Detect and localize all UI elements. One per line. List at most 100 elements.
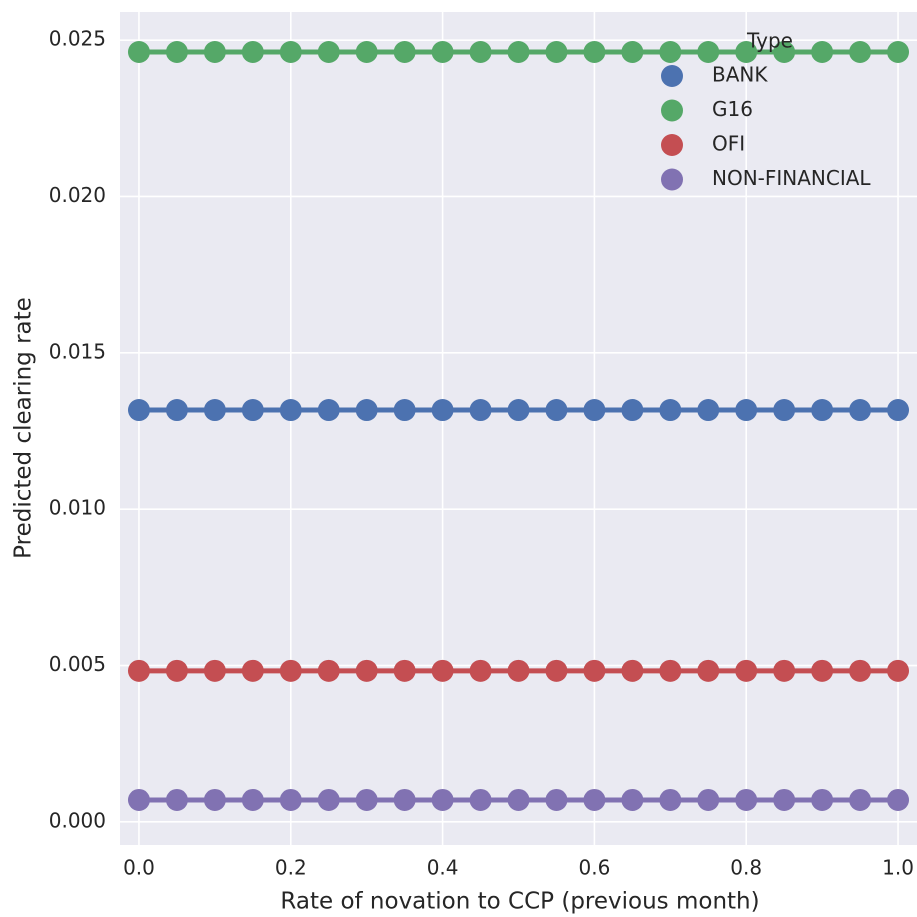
point xyxy=(393,41,416,64)
point xyxy=(431,41,454,64)
point xyxy=(127,788,150,811)
point xyxy=(849,659,872,682)
point xyxy=(431,788,454,811)
point xyxy=(127,41,150,64)
point xyxy=(583,41,606,64)
point xyxy=(621,659,644,682)
point xyxy=(697,788,720,811)
point xyxy=(659,399,682,422)
point xyxy=(887,659,910,682)
legend-label: OFI xyxy=(712,132,745,156)
point xyxy=(849,788,872,811)
legend-label: G16 xyxy=(712,97,753,121)
point xyxy=(393,659,416,682)
point xyxy=(849,41,872,64)
point xyxy=(659,659,682,682)
point xyxy=(583,659,606,682)
y-tick-label: 0.025 xyxy=(49,27,106,51)
point xyxy=(697,41,720,64)
point xyxy=(317,399,340,422)
legend-marker xyxy=(661,134,683,156)
point xyxy=(583,788,606,811)
y-tick-label: 0.020 xyxy=(49,183,106,207)
y-axis-label: Predicted clearing rate xyxy=(11,297,37,559)
point xyxy=(621,788,644,811)
point xyxy=(545,659,568,682)
point xyxy=(811,41,834,64)
point xyxy=(507,659,530,682)
point xyxy=(241,659,264,682)
point xyxy=(127,659,150,682)
point xyxy=(241,41,264,64)
y-tick-label: 0.010 xyxy=(49,496,106,520)
point xyxy=(355,399,378,422)
point xyxy=(735,399,758,422)
point xyxy=(507,399,530,422)
point xyxy=(355,659,378,682)
point xyxy=(241,399,264,422)
point xyxy=(773,399,796,422)
point xyxy=(355,788,378,811)
point xyxy=(279,788,302,811)
point xyxy=(165,788,188,811)
point xyxy=(659,41,682,64)
point xyxy=(773,41,796,64)
point xyxy=(469,399,492,422)
point xyxy=(279,659,302,682)
point xyxy=(355,41,378,64)
y-tick-label: 0.015 xyxy=(49,339,106,363)
point xyxy=(545,399,568,422)
point xyxy=(317,788,340,811)
point xyxy=(431,399,454,422)
point xyxy=(241,788,264,811)
point xyxy=(773,788,796,811)
point xyxy=(811,399,834,422)
point xyxy=(393,399,416,422)
point xyxy=(621,399,644,422)
point xyxy=(697,399,720,422)
point xyxy=(545,41,568,64)
point xyxy=(735,788,758,811)
point xyxy=(469,659,492,682)
point xyxy=(507,41,530,64)
x-tick-label: 0.6 xyxy=(578,856,610,880)
legend-marker xyxy=(661,168,683,191)
point xyxy=(431,659,454,682)
point xyxy=(545,788,568,811)
x-tick-label: 0.2 xyxy=(275,856,307,880)
point xyxy=(887,41,910,64)
point xyxy=(469,788,492,811)
point xyxy=(393,788,416,811)
point xyxy=(735,659,758,682)
legend-title: Type xyxy=(746,29,793,53)
point xyxy=(165,659,188,682)
point xyxy=(697,659,720,682)
y-tick-label: 0.005 xyxy=(49,652,106,676)
point xyxy=(621,41,644,64)
point xyxy=(849,399,872,422)
point xyxy=(735,41,758,64)
point xyxy=(507,788,530,811)
point xyxy=(203,41,226,64)
y-tick-label: 0.000 xyxy=(49,808,106,832)
legend-label: NON-FINANCIAL xyxy=(712,166,871,190)
point xyxy=(659,788,682,811)
x-tick-label: 0.0 xyxy=(123,856,155,880)
x-tick-label: 0.8 xyxy=(730,856,762,880)
point xyxy=(317,41,340,64)
x-axis-label: Rate of novation to CCP (previous month) xyxy=(280,889,759,915)
point xyxy=(773,659,796,682)
point xyxy=(279,399,302,422)
point xyxy=(887,399,910,422)
point xyxy=(203,659,226,682)
point xyxy=(811,788,834,811)
legend-label: BANK xyxy=(712,63,768,87)
legend-marker xyxy=(661,65,683,87)
point xyxy=(887,788,910,811)
point xyxy=(203,788,226,811)
legend-marker xyxy=(661,99,683,122)
point xyxy=(203,399,226,422)
point xyxy=(811,659,834,682)
x-tick-label: 0.4 xyxy=(427,856,459,880)
